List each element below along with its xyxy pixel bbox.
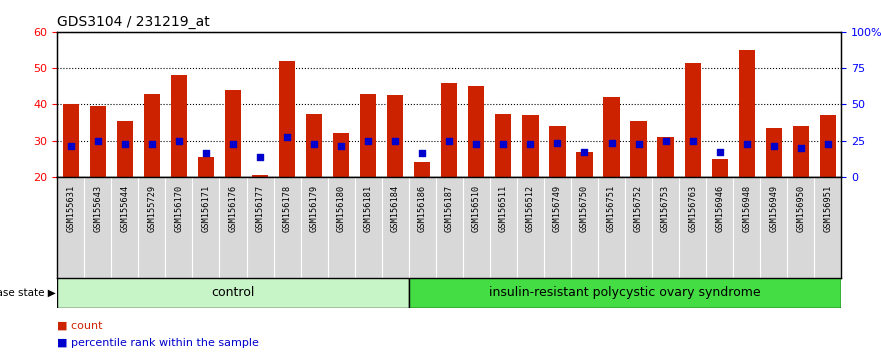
Point	[523, 142, 537, 147]
Text: GSM156181: GSM156181	[364, 185, 373, 232]
Point	[144, 142, 159, 147]
Bar	[306, 114, 322, 177]
Bar	[495, 114, 512, 177]
Point	[280, 134, 294, 140]
Text: GSM156751: GSM156751	[607, 185, 616, 232]
Point	[334, 143, 348, 149]
Text: disease state ▶: disease state ▶	[0, 288, 56, 298]
Point	[470, 142, 484, 147]
Bar	[360, 93, 376, 177]
Bar	[738, 50, 755, 177]
Bar	[279, 61, 295, 177]
Bar	[685, 63, 700, 177]
Point	[713, 149, 727, 154]
Text: GSM156186: GSM156186	[418, 185, 426, 232]
Text: GSM156750: GSM156750	[580, 185, 589, 232]
Text: GSM156179: GSM156179	[309, 185, 319, 232]
Bar	[576, 152, 593, 177]
Point	[551, 140, 565, 145]
Bar	[57, 278, 409, 308]
Point	[659, 138, 673, 144]
Text: GSM156180: GSM156180	[337, 185, 345, 232]
Bar	[603, 97, 619, 177]
Bar	[522, 115, 538, 177]
Text: GSM155729: GSM155729	[147, 185, 157, 232]
Point	[253, 154, 267, 160]
Point	[685, 138, 700, 144]
Text: control: control	[211, 286, 255, 299]
Text: GSM155631: GSM155631	[66, 185, 75, 232]
Text: GSM156753: GSM156753	[661, 185, 670, 232]
Text: ■ percentile rank within the sample: ■ percentile rank within the sample	[57, 338, 259, 348]
Point	[577, 149, 591, 154]
Bar	[793, 126, 809, 177]
Bar	[550, 126, 566, 177]
Bar	[387, 95, 403, 177]
Bar	[63, 104, 79, 177]
Point	[766, 143, 781, 149]
Bar	[333, 133, 349, 177]
Point	[389, 138, 403, 144]
Point	[91, 138, 105, 144]
Text: GSM156948: GSM156948	[742, 185, 751, 232]
Bar	[171, 75, 187, 177]
Text: GSM156184: GSM156184	[391, 185, 400, 232]
Text: GSM156950: GSM156950	[796, 185, 805, 232]
Text: GSM155643: GSM155643	[93, 185, 102, 232]
Text: GSM156946: GSM156946	[715, 185, 724, 232]
Bar	[441, 82, 457, 177]
Point	[794, 145, 808, 151]
Text: GSM156951: GSM156951	[824, 185, 833, 232]
Point	[496, 142, 510, 147]
Text: GSM156749: GSM156749	[553, 185, 562, 232]
Bar	[414, 162, 431, 177]
Text: GSM156178: GSM156178	[283, 185, 292, 232]
Point	[821, 142, 835, 147]
Bar	[766, 128, 781, 177]
Bar	[657, 137, 674, 177]
Bar	[117, 121, 133, 177]
Bar	[468, 86, 485, 177]
Text: GSM156176: GSM156176	[228, 185, 238, 232]
Bar	[819, 115, 836, 177]
Text: ■ count: ■ count	[57, 321, 103, 331]
Bar	[144, 93, 160, 177]
Point	[361, 138, 375, 144]
Bar	[631, 121, 647, 177]
Text: GSM156763: GSM156763	[688, 185, 697, 232]
Text: GSM156512: GSM156512	[526, 185, 535, 232]
Text: GSM156510: GSM156510	[472, 185, 481, 232]
Point	[172, 138, 186, 144]
Point	[442, 138, 456, 144]
Bar	[198, 157, 214, 177]
Point	[604, 140, 618, 145]
Text: GSM155644: GSM155644	[121, 185, 130, 232]
Text: GSM156171: GSM156171	[202, 185, 211, 232]
Text: GSM156511: GSM156511	[499, 185, 507, 232]
Point	[118, 142, 132, 147]
Text: GSM156170: GSM156170	[174, 185, 183, 232]
Bar	[712, 159, 728, 177]
Point	[307, 142, 322, 147]
Text: GSM156187: GSM156187	[445, 185, 454, 232]
Bar	[409, 278, 841, 308]
Point	[63, 143, 78, 149]
Text: GSM156177: GSM156177	[255, 185, 264, 232]
Text: GDS3104 / 231219_at: GDS3104 / 231219_at	[57, 16, 210, 29]
Point	[226, 142, 240, 147]
Text: insulin-resistant polycystic ovary syndrome: insulin-resistant polycystic ovary syndr…	[489, 286, 761, 299]
Text: GSM156949: GSM156949	[769, 185, 778, 232]
Point	[740, 142, 754, 147]
Bar	[225, 90, 241, 177]
Point	[415, 150, 429, 156]
Point	[199, 150, 213, 156]
Text: GSM156752: GSM156752	[634, 185, 643, 232]
Bar	[252, 175, 268, 177]
Bar	[90, 106, 106, 177]
Point	[632, 142, 646, 147]
